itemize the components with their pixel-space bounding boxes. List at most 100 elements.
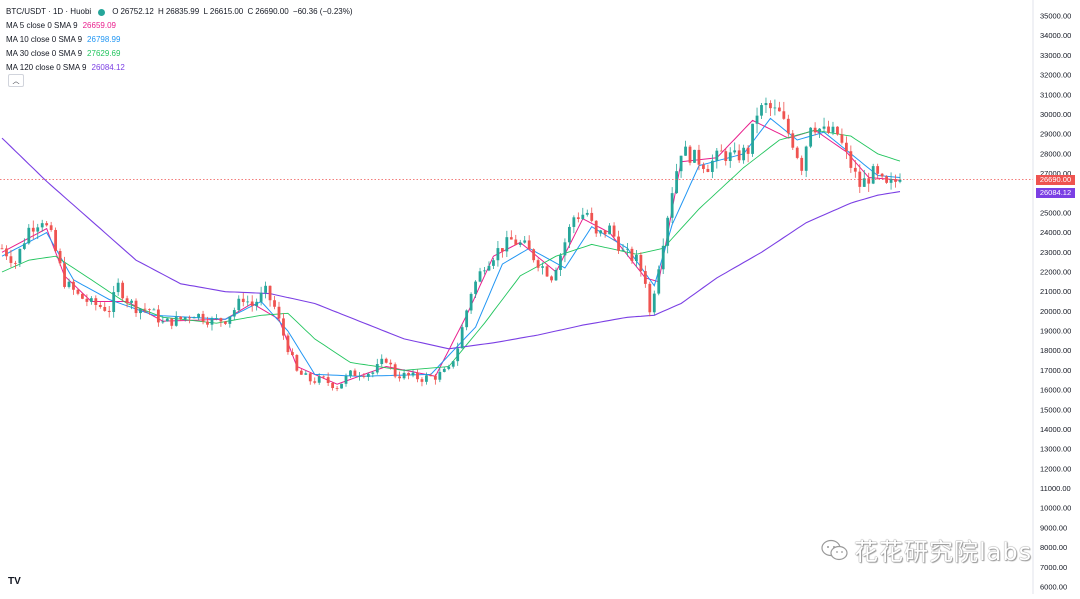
chevron-up-icon: ︿	[12, 77, 20, 85]
price-axis-tick-label: 30000.00	[1040, 110, 1071, 119]
ma10-line	[1, 117, 901, 377]
candle-body	[827, 126, 830, 133]
candle-body	[483, 270, 486, 272]
candle-body	[402, 372, 406, 379]
candle-body	[76, 289, 80, 294]
indicator-ma10[interactable]: MA 10 close 0 SMA 9 26798.99	[6, 35, 121, 44]
candle-body	[9, 256, 13, 263]
candle-body	[40, 223, 44, 228]
price-axis-tick-label: 28000.00	[1040, 149, 1071, 158]
price-axis-tick-label: 24000.00	[1040, 228, 1071, 237]
candle-body	[532, 249, 536, 261]
candle-body	[684, 146, 687, 156]
candle-body	[795, 147, 799, 158]
candle-body	[652, 293, 656, 313]
candle-body	[228, 316, 232, 324]
market-status-dot	[98, 8, 106, 16]
candle-body	[706, 168, 710, 172]
candle-body	[871, 166, 875, 184]
candle-body	[559, 255, 562, 270]
candle-body	[371, 372, 375, 374]
candle-body	[420, 379, 424, 382]
indicator-ma5[interactable]: MA 5 close 0 SMA 9 26659.09	[6, 21, 116, 30]
candle-body	[456, 348, 460, 362]
indicator-ma30[interactable]: MA 30 close 0 SMA 9 27629.69	[6, 49, 121, 58]
candle-body	[804, 146, 808, 171]
candle-body	[299, 370, 303, 375]
candle-body	[197, 313, 200, 318]
candle-body	[867, 178, 871, 184]
candle-body	[335, 388, 339, 389]
candle-body	[219, 318, 223, 322]
candle-body	[308, 373, 312, 382]
candle-body	[581, 214, 585, 219]
candle-body	[192, 317, 196, 319]
candle-body	[648, 283, 652, 313]
symbol-row: BTC/USDT · 1D · Huobi O 26752.12 H 26835.9…	[6, 5, 355, 19]
price-axis-tick-label: 25000.00	[1040, 208, 1071, 217]
candle-body	[518, 242, 522, 245]
candle-body	[710, 160, 714, 172]
candle-body	[89, 298, 93, 302]
candle-body	[286, 335, 290, 353]
candle-body	[782, 111, 786, 119]
candle-body	[639, 254, 643, 272]
candle-body	[72, 281, 75, 290]
candle-body	[487, 265, 491, 271]
candle-body	[724, 151, 728, 162]
price-axis-tick-label: 34000.00	[1040, 31, 1071, 40]
collapse-legend-button[interactable]: ︿	[8, 74, 24, 87]
candle-body	[188, 317, 192, 319]
candle-body	[416, 372, 419, 380]
price-axis-tick-label: 22000.00	[1040, 267, 1071, 276]
candle-body	[755, 115, 759, 124]
ma120-price-tag: 26084.12	[1036, 187, 1075, 198]
candle-body	[152, 309, 156, 311]
candle-body	[63, 263, 66, 287]
candle-body	[844, 142, 848, 152]
candle-body	[295, 355, 299, 371]
candle-body	[384, 358, 388, 363]
candle-body	[563, 242, 567, 256]
candle-body	[237, 298, 241, 311]
candle-body	[232, 310, 236, 317]
candle-body	[880, 173, 884, 177]
price-axis-tick-label: 17000.00	[1040, 366, 1071, 375]
ma120-line	[1, 137, 901, 350]
candle-body	[514, 239, 518, 245]
candle-body	[545, 266, 549, 277]
price-axis-tick-label: 33000.00	[1040, 51, 1071, 60]
candle-body	[174, 316, 178, 326]
candle-body	[344, 376, 348, 384]
candle-body	[112, 292, 116, 312]
symbol-title[interactable]: BTC/USDT · 1D · Huobi	[6, 7, 92, 16]
candle-body	[898, 179, 902, 182]
candle-body	[161, 321, 165, 323]
candle-body	[103, 306, 107, 311]
price-axis-tick-label: 8000.00	[1040, 543, 1067, 552]
watermark: 花花研究院labs	[820, 532, 1032, 567]
price-axis-tick-label: 32000.00	[1040, 71, 1071, 80]
candle-body	[478, 271, 482, 282]
price-axis-tick-label: 31000.00	[1040, 90, 1071, 99]
candle-body	[858, 171, 862, 187]
candle-body	[679, 155, 683, 172]
candle-body	[715, 150, 719, 161]
candle-body	[18, 248, 22, 264]
candle-body	[134, 300, 138, 314]
price-axis-tick-label: 6000.00	[1040, 583, 1067, 592]
indicator-ma120[interactable]: MA 120 close 0 SMA 9 26084.12	[6, 63, 125, 72]
candle-body	[268, 285, 272, 301]
candle-body	[139, 308, 142, 314]
candle-body	[742, 147, 746, 161]
candle-body	[165, 318, 169, 322]
candle-body	[554, 269, 558, 281]
candle-body	[460, 327, 464, 349]
candle-body	[728, 152, 732, 162]
candle-body	[853, 167, 857, 172]
candle-body	[389, 362, 393, 365]
tradingview-logo[interactable]: TV	[8, 576, 21, 587]
candle-body	[375, 364, 379, 373]
